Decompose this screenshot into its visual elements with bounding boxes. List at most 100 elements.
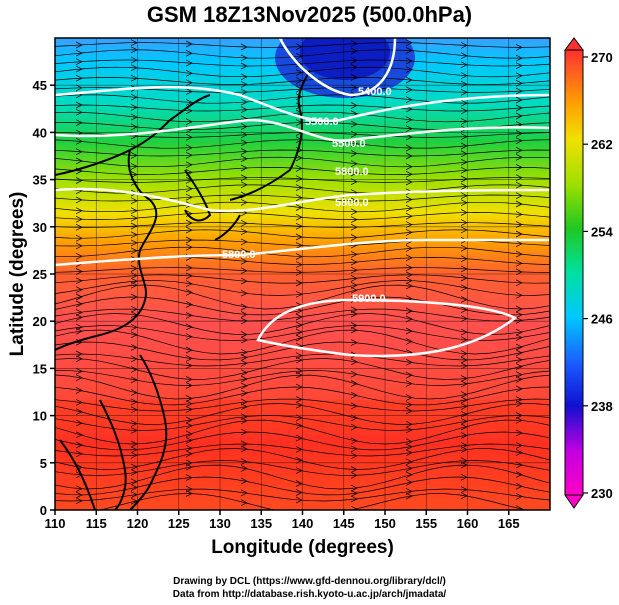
- streamline-arrow: [350, 472, 358, 479]
- streamline-arrow: [185, 99, 193, 106]
- colorbar-lower-arrow: [564, 494, 584, 509]
- streamline-arrow: [460, 446, 468, 453]
- streamline-arrow: [295, 383, 303, 391]
- streamline-arrow: [350, 223, 358, 231]
- streamline-arrow: [460, 199, 468, 207]
- streamline-arrow: [240, 375, 248, 383]
- streamline-arrow: [75, 367, 83, 375]
- contour-label: 5900.0: [352, 293, 386, 305]
- streamline-arrow: [185, 376, 193, 383]
- x-tick-label: 155: [415, 516, 437, 531]
- streamline-arrow: [75, 234, 83, 242]
- streamline-arrow: [130, 93, 138, 101]
- streamline-arrow: [515, 54, 523, 62]
- streamline-arrow: [240, 317, 248, 325]
- streamline-arrow: [240, 303, 248, 311]
- streamline-arrow: [460, 362, 468, 370]
- streamline-arrow: [460, 118, 468, 125]
- streamline-arrow: [460, 265, 468, 273]
- streamline-arrow: [405, 492, 413, 500]
- streamline-arrow: [515, 174, 523, 182]
- streamline-arrow: [75, 268, 83, 275]
- x-tick-label: 140: [292, 516, 314, 531]
- streamline-arrow: [130, 265, 138, 272]
- y-tick-label: 30: [33, 220, 47, 235]
- streamline-arrow: [405, 196, 413, 203]
- streamline-arrow: [130, 74, 138, 82]
- streamline-arrow: [75, 215, 83, 223]
- streamline-arrow: [515, 137, 523, 145]
- streamline-arrow: [185, 490, 193, 497]
- x-tick-label: 115: [86, 516, 107, 531]
- streamline: [55, 111, 550, 123]
- streamline-arrow: [515, 482, 523, 490]
- streamline-arrow: [515, 343, 523, 351]
- streamline-arrow: [295, 69, 303, 76]
- streamline-arrow: [515, 371, 523, 379]
- streamline-arrow: [240, 277, 248, 285]
- streamline-arrow: [460, 492, 468, 500]
- streamline-arrow: [185, 437, 193, 444]
- contour-labels: 5400.0 5500.0 5500.0 5800.0 5800.0 5800.…: [222, 86, 392, 305]
- streamline-arrow: [350, 380, 358, 387]
- streamline-arrow: [75, 286, 83, 294]
- streamline-arrow: [460, 396, 468, 404]
- streamline-arrow: [515, 87, 523, 95]
- streamline-arrow: [130, 207, 138, 215]
- streamline-arrow: [185, 264, 193, 272]
- streamline-arrow: [460, 99, 468, 107]
- streamline-arrow: [185, 226, 193, 234]
- streamline-arrow: [350, 102, 358, 109]
- streamline-arrow: [295, 233, 303, 241]
- streamline-arrow: [75, 350, 83, 358]
- streamline-arrow: [350, 445, 358, 453]
- streamline-arrow: [240, 440, 248, 448]
- streamline-arrow: [350, 251, 358, 258]
- streamline-arrow: [75, 242, 83, 250]
- streamline-arrow: [350, 310, 358, 318]
- streamline-arrow: [460, 296, 468, 303]
- streamline-arrow: [515, 112, 523, 120]
- streamline-arrow: [405, 438, 413, 446]
- streamline-arrow: [460, 133, 468, 140]
- streamline-arrow: [295, 204, 303, 211]
- streamline-arrow: [515, 130, 523, 137]
- streamline-arrow: [350, 275, 358, 282]
- streamline-arrow: [515, 221, 523, 228]
- x-tick-label: 150: [374, 516, 396, 531]
- x-tick-label: 135: [250, 516, 272, 531]
- streamline-arrow: [240, 139, 248, 147]
- streamline-arrow: [350, 266, 358, 274]
- streamline-arrow: [75, 49, 83, 57]
- streamline-arrow: [130, 171, 138, 178]
- streamline-arrow: [75, 293, 83, 301]
- streamline-arrow: [460, 150, 468, 158]
- streamline-arrow: [460, 356, 468, 364]
- streamline-arrow: [405, 420, 413, 428]
- streamline-arrow: [515, 240, 523, 248]
- streamline-arrow: [460, 72, 468, 79]
- streamline-arrow: [405, 327, 413, 335]
- streamline-arrow: [460, 158, 468, 166]
- streamline-arrow: [185, 400, 193, 408]
- streamline-arrow: [350, 466, 358, 473]
- streamline: [55, 358, 550, 380]
- streamline-arrow: [295, 136, 303, 144]
- streamline-arrow: [185, 118, 193, 126]
- streamline: [55, 464, 550, 490]
- streamline-arrow: [185, 312, 193, 319]
- streamline-arrow: [130, 64, 138, 72]
- streamline-arrow: [405, 254, 413, 262]
- streamline-arrow: [240, 62, 248, 70]
- streamline-arrow: [405, 488, 413, 495]
- streamline-arrow: [405, 458, 413, 466]
- streamline-arrow: [350, 339, 358, 346]
- streamline-arrow: [405, 315, 413, 323]
- streamline-arrow: [240, 98, 248, 106]
- streamline-arrow: [460, 403, 468, 410]
- streamline-arrow: [405, 464, 413, 472]
- streamline-arrow: [460, 107, 468, 115]
- streamline-arrow: [130, 214, 138, 222]
- streamline-arrow: [130, 355, 138, 363]
- streamline-arrow: [75, 277, 83, 285]
